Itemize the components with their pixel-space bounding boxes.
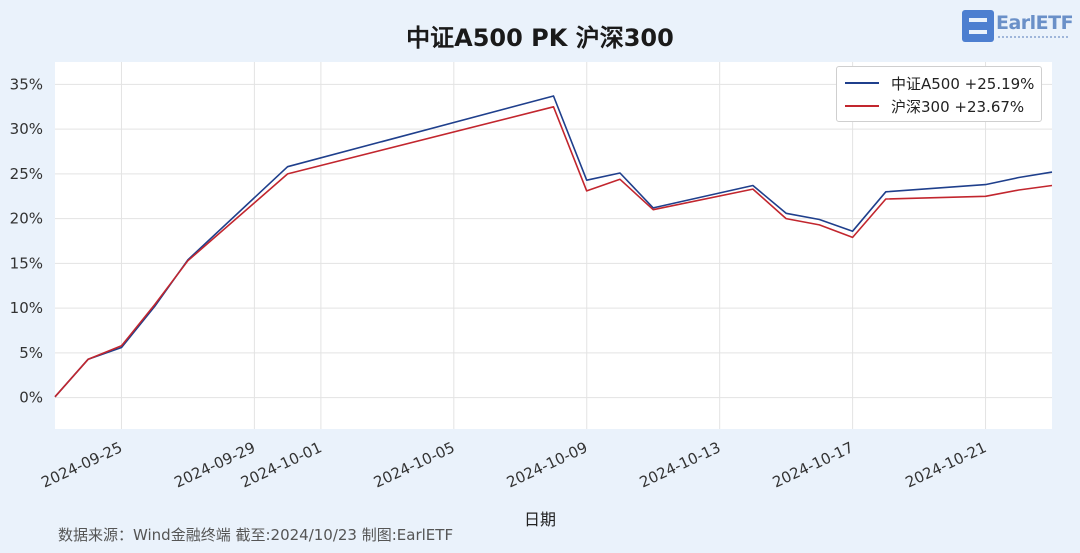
y-tick-label: 5% xyxy=(19,344,43,362)
x-tick-label: 2024-10-17 xyxy=(770,438,857,491)
y-tick-label: 20% xyxy=(10,210,43,228)
legend-item-hs300: 沪深300 +23.67% xyxy=(845,95,1024,117)
legend-label-a500: 中证A500 +25.19% xyxy=(891,74,1035,93)
source-note: 数据来源：Wind金融终端 截至:2024/10/23 制图:EarlETF xyxy=(58,526,454,544)
y-tick-label: 35% xyxy=(10,75,43,93)
chart-title: 中证A500 PK 沪深300 xyxy=(406,24,674,52)
plot-area xyxy=(55,62,1052,429)
logo-icon xyxy=(962,10,994,42)
y-gridlines xyxy=(55,83,1052,399)
x-tick-label: 2024-10-05 xyxy=(371,438,458,491)
logo-tagline-decoration xyxy=(998,36,1068,41)
series-line-hs300 xyxy=(54,106,1053,398)
legend-swatch-hs300 xyxy=(845,105,879,107)
x-tick-label: 2024-09-25 xyxy=(39,438,126,491)
logo: EarlETF xyxy=(962,10,1074,44)
legend: 中证A500 +25.19% 沪深300 +23.67% xyxy=(836,66,1042,122)
x-tick-label: 2024-10-09 xyxy=(504,438,591,491)
logo-text: EarlETF xyxy=(996,12,1074,34)
x-axis-label: 日期 xyxy=(523,510,556,529)
y-tick-label: 15% xyxy=(10,254,43,272)
y-tick-label: 10% xyxy=(10,299,43,317)
y-tick-label: 0% xyxy=(19,389,43,407)
y-axis-ticks: 0% 5% 10% 15% 20% 25% 30% 35% xyxy=(10,75,43,406)
legend-item-a500: 中证A500 +25.19% xyxy=(845,72,1034,94)
legend-label-hs300: 沪深300 +23.67% xyxy=(891,97,1025,116)
y-tick-label: 30% xyxy=(10,120,43,138)
legend-swatch-a500 xyxy=(845,82,879,84)
series-layer xyxy=(54,95,1053,398)
y-tick-label: 25% xyxy=(10,165,43,183)
series-line-a500 xyxy=(54,95,1053,398)
x-tick-label: 2024-10-21 xyxy=(903,438,990,491)
x-tick-label: 2024-10-13 xyxy=(637,438,724,491)
